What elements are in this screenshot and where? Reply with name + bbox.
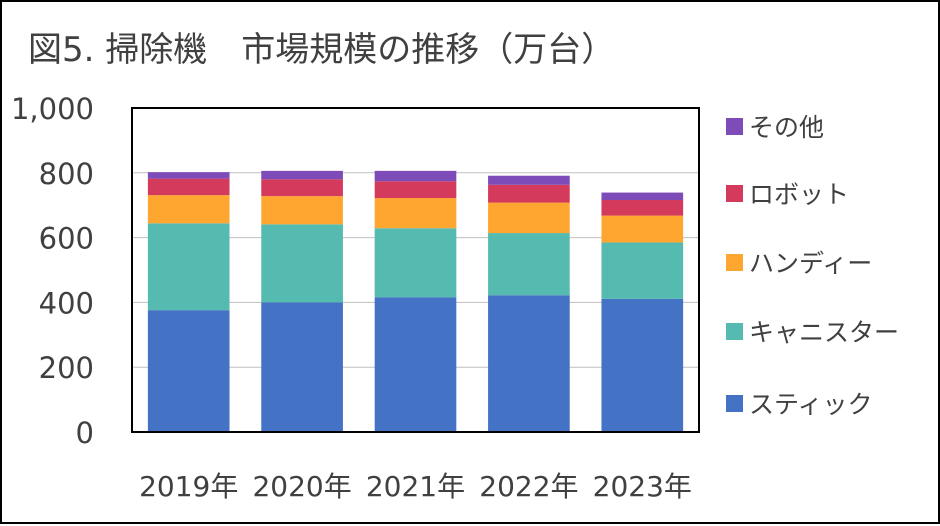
x-tick-label: 2019年 [139, 470, 238, 503]
bar-segment [261, 196, 343, 225]
bar-segment [374, 228, 457, 298]
y-axis-ticks: 0 200 400 600 800 1,000 [11, 92, 94, 450]
y-tick-label: 400 [39, 286, 94, 320]
legend-swatch [726, 117, 743, 135]
bar-segment [601, 192, 684, 201]
bar-segment [601, 298, 684, 432]
bar-segment [488, 295, 570, 432]
legend-label: その他 [749, 113, 825, 142]
bar-segment [147, 195, 230, 224]
legend-swatch [726, 394, 743, 412]
legend-item: キャニスター [726, 314, 899, 348]
y-tick-label: 0 [76, 416, 94, 450]
legend-swatch [726, 184, 743, 202]
bars [147, 170, 684, 432]
bar-segment [601, 215, 684, 243]
legend-swatch [726, 322, 743, 340]
legend-item: その他 [726, 109, 824, 143]
bar-segment [261, 170, 343, 180]
bar-segment [147, 223, 230, 311]
bar-segment [374, 170, 457, 182]
x-tick-label: 2021年 [366, 470, 465, 503]
bar-segment [374, 198, 457, 229]
y-tick-label: 800 [39, 157, 94, 191]
bar-segment [488, 202, 570, 234]
bar-segment [601, 200, 684, 216]
x-axis-ticks: 2019年 2020年 2021年 2022年 2023年 [139, 470, 692, 503]
bar-segment [147, 310, 230, 432]
bar-segment [147, 178, 230, 196]
legend-label: ロボット [749, 180, 850, 209]
bar-segment [488, 184, 570, 203]
bar-segment [488, 175, 570, 185]
x-tick-label: 2023年 [593, 470, 692, 503]
legend: その他ロボットハンディーキャニスター スティック [726, 2, 936, 526]
x-tick-label: 2022年 [479, 470, 578, 503]
y-tick-label: 1,000 [11, 92, 94, 126]
x-tick-label: 2020年 [252, 470, 351, 503]
plot-area-border [131, 107, 700, 433]
legend-item: ハンディー [726, 245, 872, 279]
legend-swatch [726, 253, 743, 271]
bar-segment [147, 172, 230, 179]
bar-segment [261, 224, 343, 303]
y-tick-label: 600 [39, 222, 94, 256]
bar-segment [374, 297, 457, 432]
bar-segment [374, 181, 457, 199]
legend-label: ハンディー [749, 249, 873, 278]
bar-segment [261, 179, 343, 197]
legend-item: ロボット [726, 176, 849, 210]
legend-label: キャニスター [749, 318, 900, 347]
legend-label: スティック [749, 390, 873, 419]
bar-segment [488, 233, 570, 296]
bar-segment [261, 302, 343, 432]
legend-item: スティック [726, 386, 873, 420]
y-tick-label: 200 [39, 351, 94, 385]
chart-title: 図5. 掃除機 市場規模の推移（万台） [28, 30, 616, 70]
bar-segment [601, 242, 684, 299]
